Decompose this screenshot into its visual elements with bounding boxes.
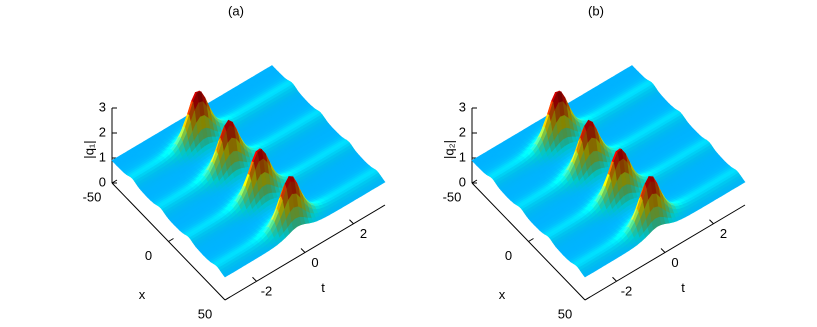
x-tick [585, 297, 590, 300]
surface [112, 66, 385, 278]
x-tick-label: 0 [145, 248, 152, 263]
y-tick [709, 220, 713, 224]
x-axis-label: x [499, 287, 506, 302]
y-axis-label: t [321, 280, 325, 295]
y-tick-label: 2 [360, 226, 367, 241]
z-axis-label: |q₁| [81, 140, 96, 158]
y-tick [661, 249, 665, 253]
x-tick-label: 50 [558, 306, 572, 321]
z-tick-label: 2 [99, 124, 106, 139]
y-tick [349, 220, 353, 224]
y-axis-label: t [681, 280, 685, 295]
x-tick-label: 0 [505, 248, 512, 263]
y-tick-label: -2 [621, 284, 633, 299]
z-axis-label: |q₂| [441, 140, 456, 159]
z-tick-label: 1 [99, 149, 106, 164]
y-tick-label: 2 [720, 226, 727, 241]
z-tick-label: 3 [99, 99, 106, 114]
x-tick [529, 239, 534, 242]
x-tick [169, 239, 174, 242]
panel-title: (b) [588, 3, 604, 18]
x-tick-label: -50 [443, 189, 462, 204]
z-tick-label: 0 [459, 174, 466, 189]
y-tick-label: 0 [671, 255, 678, 270]
z-tick-label: 2 [459, 124, 466, 139]
x-tick-label: 50 [198, 306, 212, 321]
y-tick-label: 0 [311, 255, 318, 270]
y-tick [301, 249, 305, 253]
x-tick [225, 297, 230, 300]
x-axis-label: x [139, 287, 146, 302]
y-tick [613, 277, 617, 281]
z-tick-label: 3 [459, 99, 466, 114]
z-tick-label: 0 [99, 174, 106, 189]
x-tick-label: -50 [83, 189, 102, 204]
y-tick [253, 277, 257, 281]
y-tick-label: -2 [261, 284, 273, 299]
panel-title: (a) [228, 3, 244, 18]
z-tick-label: 1 [459, 149, 466, 164]
surface [472, 66, 745, 278]
